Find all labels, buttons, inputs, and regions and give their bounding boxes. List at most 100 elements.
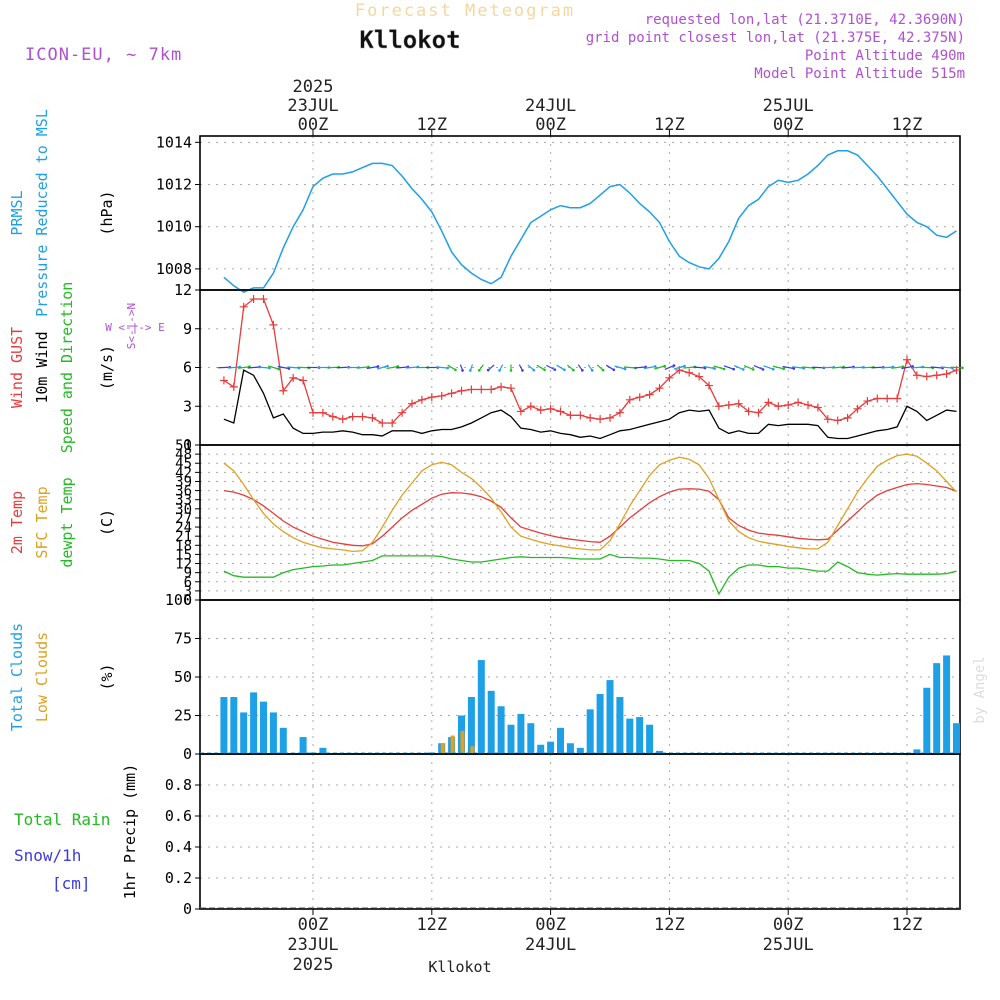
unit-label: (m/s) xyxy=(98,345,116,390)
gust-marker xyxy=(922,372,931,381)
gust-marker xyxy=(328,412,337,421)
top-time-label: 12Z xyxy=(892,115,923,135)
footer-station: Kllokot xyxy=(428,958,491,976)
side-label: [cm] xyxy=(52,874,91,893)
wind-arrow xyxy=(556,364,565,371)
gust-marker xyxy=(487,385,496,394)
gust-marker xyxy=(893,394,902,403)
side-label: SFC Temp xyxy=(33,486,51,558)
wind-arrow xyxy=(792,366,804,369)
gust-marker xyxy=(912,371,921,380)
side-label: Snow/1h xyxy=(14,846,81,865)
y-tick-label: 1012 xyxy=(156,176,192,194)
gust-marker xyxy=(318,408,327,417)
panel-wind: 0 3 6 9 12 Wind GUST 10m Wind Speed and Directi… xyxy=(8,281,964,454)
total-cloud-bar xyxy=(576,747,584,754)
gust-marker xyxy=(338,415,347,424)
wind-arrow xyxy=(920,366,933,369)
y-tick-label: 45 xyxy=(175,456,192,472)
gust-marker xyxy=(239,302,248,311)
total-cloud-bar xyxy=(656,750,663,754)
compass-ns: S<-|->N xyxy=(125,303,138,349)
point-altitude: Point Altitude 490m xyxy=(805,48,965,64)
top-time-label: 00Z xyxy=(535,115,566,135)
total-cloud-bar xyxy=(537,744,545,754)
low-cloud-bar xyxy=(470,746,475,754)
wind-arrow-head xyxy=(532,368,536,372)
gust-marker xyxy=(804,400,812,409)
total-cloud-bar xyxy=(250,692,258,754)
gust-marker xyxy=(556,407,565,416)
total-cloud-bar xyxy=(467,697,475,754)
wind-arrow-head xyxy=(469,369,472,372)
wind-arrow xyxy=(871,366,884,369)
wind-arrow xyxy=(950,366,963,369)
y-tick-label: 15 xyxy=(175,547,192,563)
gust-marker xyxy=(368,413,377,422)
gust-marker xyxy=(497,382,506,391)
gust-marker xyxy=(596,415,605,424)
gust-marker xyxy=(734,399,743,408)
wind-arrow xyxy=(673,365,685,370)
gust-marker xyxy=(863,397,872,406)
total-cloud-bar xyxy=(269,712,277,754)
gust-marker xyxy=(546,404,555,413)
wind-arrow-head xyxy=(277,367,280,371)
model-name: ICON-EU, ~ 7km xyxy=(25,45,182,65)
wind-arrow-head xyxy=(498,369,501,372)
total-cloud-bar xyxy=(240,712,248,754)
gust-marker xyxy=(576,411,585,420)
y-tick-label: 0.6 xyxy=(165,807,192,825)
wind-arrow xyxy=(693,366,706,369)
gust-marker xyxy=(427,393,436,402)
wind-arrow xyxy=(930,366,943,369)
y-tick-label: 3 xyxy=(184,584,192,600)
top-time-label: 12Z xyxy=(654,115,685,135)
gust-marker xyxy=(536,406,545,415)
bottom-time-label: 2025 xyxy=(293,955,334,975)
panel-pressure: 1008 1010 1012 1014 PRMSL Pressure Reduced to… xyxy=(8,109,961,317)
wind-arrow xyxy=(821,366,834,369)
top-time-label: 23JUL xyxy=(287,96,338,116)
gust-marker xyxy=(398,408,407,417)
wind-arrow xyxy=(356,366,369,369)
wind-arrow-head xyxy=(901,365,905,369)
y-tick-label: 100 xyxy=(165,591,192,609)
wind-arrow-head xyxy=(713,367,716,370)
station-title: Kllokot xyxy=(359,26,460,54)
total-cloud-bar xyxy=(557,727,564,754)
side-label: dewpt Temp xyxy=(58,477,76,567)
wind-arrow xyxy=(268,365,279,370)
gust-marker xyxy=(279,386,288,395)
wind-arrow-head xyxy=(581,369,584,372)
gust-marker xyxy=(744,407,753,416)
bottom-time-label: 23JUL xyxy=(287,935,338,955)
wind-arrow xyxy=(643,365,656,370)
product-title: Forecast Meteogram xyxy=(355,1,575,21)
side-label: 10m Wind xyxy=(33,331,51,403)
total-cloud-bar xyxy=(606,680,614,754)
wind-arrow xyxy=(713,365,725,370)
speed-line xyxy=(223,369,957,440)
wind-arrow-head xyxy=(521,369,524,372)
wind-arrow-head xyxy=(590,369,594,372)
y-tick-label: 6 xyxy=(184,575,192,591)
gust-marker xyxy=(774,402,783,411)
top-time-label: 12Z xyxy=(416,115,447,135)
bottom-time-label: 12Z xyxy=(416,915,447,935)
wind-arrow xyxy=(447,364,456,371)
total-cloud-bar xyxy=(626,718,634,754)
y-tick-label: 24 xyxy=(175,520,192,536)
total-cloud-bar xyxy=(487,690,495,754)
gust-marker xyxy=(645,390,654,399)
y-tick-label: 42 xyxy=(175,465,192,481)
tsfc-line xyxy=(223,453,957,553)
gust-marker xyxy=(813,403,822,412)
gust-marker xyxy=(873,394,882,403)
gust-marker xyxy=(289,373,298,382)
wind-arrow-head xyxy=(672,364,676,367)
gust-marker xyxy=(259,295,268,304)
total-cloud-bar xyxy=(943,655,951,754)
wind-arrow xyxy=(940,366,953,369)
